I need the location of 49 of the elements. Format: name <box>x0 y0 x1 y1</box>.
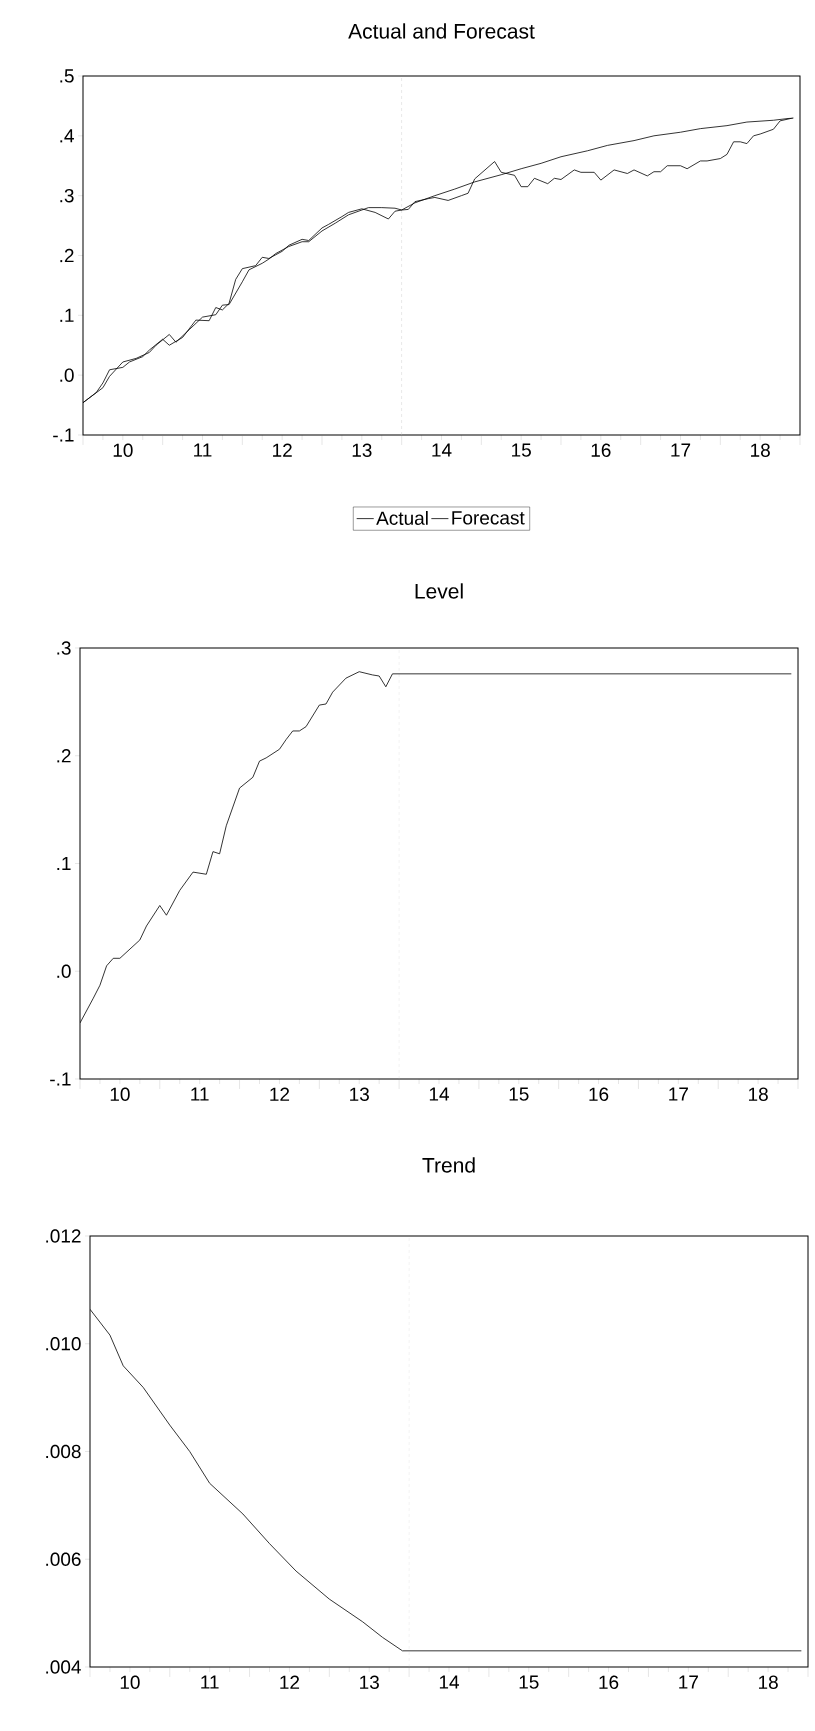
x-tick-label: 12 <box>273 443 292 457</box>
y-tick-label: .0 <box>57 964 71 978</box>
x-tick-label: 15 <box>519 1675 539 1689</box>
x-tick-label: 15 <box>509 1087 529 1101</box>
y-tick-label: .4 <box>60 129 74 143</box>
x-tick-label: 10 <box>120 1675 140 1689</box>
y-tick-label: .012 <box>46 1229 81 1243</box>
x-tick-label: 14 <box>439 1675 460 1689</box>
x-tick-label: 10 <box>113 443 133 457</box>
y-tick-label: .5 <box>60 69 74 83</box>
y-tick-label: .2 <box>60 248 74 263</box>
x-tick-label: 11 <box>194 443 212 457</box>
y-tick-label: -.1 <box>53 428 74 442</box>
x-tick-label: 16 <box>591 443 611 457</box>
chart-title: Actual and Forecast <box>348 23 535 39</box>
y-tick-label: .3 <box>57 641 71 655</box>
x-tick-label: 18 <box>751 443 770 457</box>
legend-label: Actual <box>376 510 428 525</box>
x-tick-label: 13 <box>352 443 372 457</box>
x-tick-label: 10 <box>110 1087 130 1101</box>
x-tick-label: 16 <box>589 1087 609 1101</box>
x-tick-label: 18 <box>748 1087 768 1101</box>
y-tick-label: .1 <box>57 856 71 871</box>
y-tick-label: .0 <box>60 368 74 382</box>
y-tick-label: .3 <box>60 188 74 203</box>
x-tick-label: 13 <box>360 1675 379 1689</box>
y-tick-label: .1 <box>60 308 74 322</box>
y-tick-label: .2 <box>57 749 71 763</box>
x-tick-label: 15 <box>512 443 531 457</box>
x-tick-label: 17 <box>671 443 691 457</box>
x-tick-label: 17 <box>679 1675 698 1689</box>
x-tick-label: 16 <box>599 1675 619 1689</box>
x-tick-label: 17 <box>669 1087 688 1101</box>
x-tick-label: 12 <box>280 1675 300 1689</box>
x-tick-label: 12 <box>270 1087 290 1101</box>
x-tick-label: 14 <box>432 443 452 457</box>
y-tick-label: .010 <box>46 1337 81 1351</box>
y-tick-label: .004 <box>46 1660 81 1674</box>
y-tick-label: -.1 <box>50 1072 71 1086</box>
chart-title: Level <box>415 583 463 599</box>
y-tick-label: .008 <box>46 1444 81 1459</box>
y-tick-label: .006 <box>46 1552 81 1566</box>
x-tick-label: 14 <box>429 1087 450 1101</box>
x-tick-label: 18 <box>758 1675 778 1689</box>
x-tick-label: 11 <box>201 1675 219 1689</box>
x-tick-label: 11 <box>191 1087 209 1101</box>
legend-label: Forecast <box>452 511 525 525</box>
chart-title: Trend <box>422 1157 475 1173</box>
x-tick-label: 13 <box>350 1087 369 1101</box>
